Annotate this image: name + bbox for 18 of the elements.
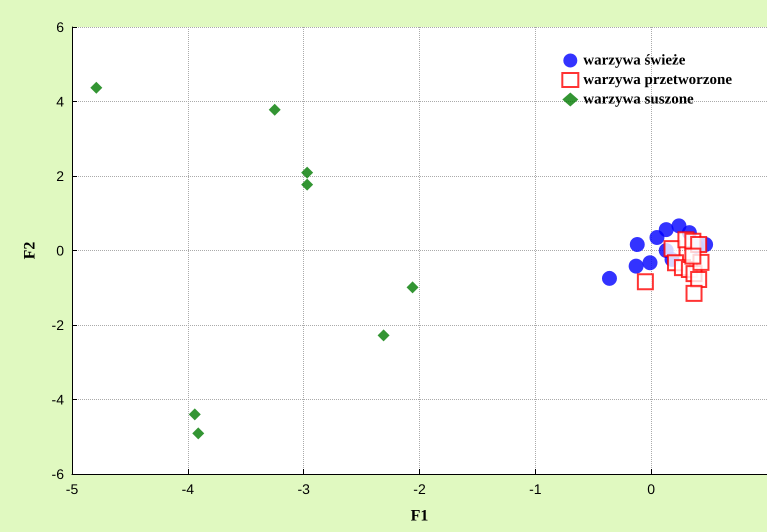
legend-label: warzywa świeże bbox=[583, 52, 686, 68]
legend-label: warzywa przetworzone bbox=[583, 72, 732, 88]
x-axis-title: F1 bbox=[410, 508, 428, 524]
x-tick-label: -2 bbox=[413, 481, 426, 497]
x-tick-label: 0 bbox=[647, 481, 656, 497]
y-tick-label: -4 bbox=[52, 392, 64, 408]
x-tick-label: -1 bbox=[529, 481, 542, 497]
x-tick-label: -3 bbox=[297, 481, 310, 497]
y-tick-label: -2 bbox=[52, 317, 64, 333]
y-tick-label: 6 bbox=[56, 19, 64, 35]
y-axis-title: F2 bbox=[22, 242, 38, 260]
x-tick-label: -5 bbox=[66, 481, 78, 497]
y-tick-label: 2 bbox=[56, 168, 64, 184]
y-tick-label: -6 bbox=[52, 466, 64, 482]
legend-label: warzywa suszone bbox=[583, 92, 694, 108]
x-tick-label: -4 bbox=[182, 481, 194, 497]
y-tick-label: 0 bbox=[56, 242, 64, 258]
y-tick-label: 4 bbox=[56, 94, 64, 110]
